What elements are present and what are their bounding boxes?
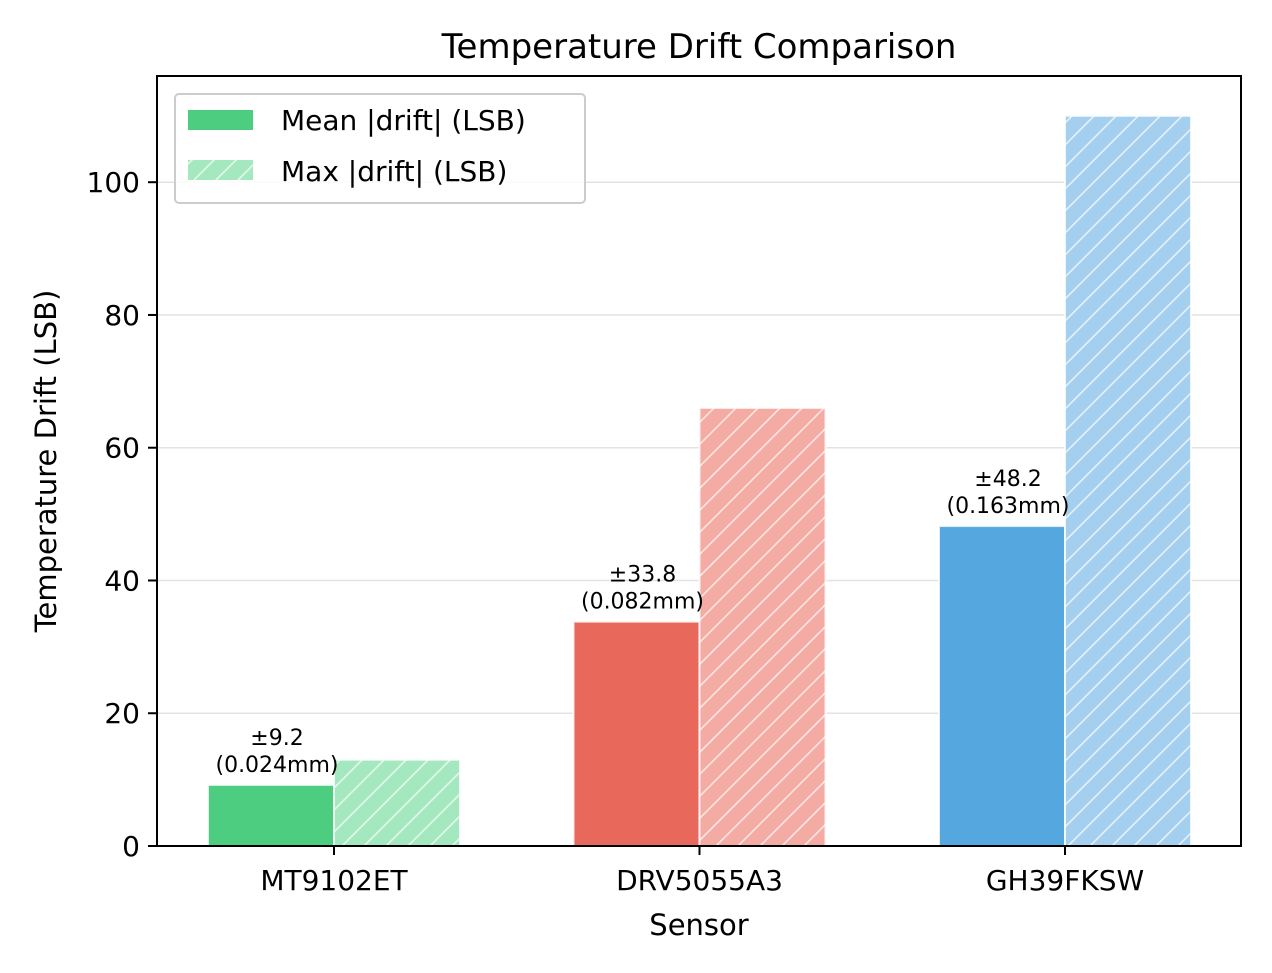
legend-label-max: Max |drift| (LSB) [281, 155, 507, 188]
y-tick-label: 0 [122, 830, 140, 863]
bar-annotation-mm: (0.024mm) [215, 753, 338, 778]
bars [207, 114, 1192, 848]
x-tick-label: DRV5055A3 [616, 864, 783, 897]
y-tick-label: 20 [104, 697, 140, 730]
bar-annotations: ±9.2(0.024mm) ±33.8(0.082mm) ±48.2(0.163mm… [215, 467, 1069, 778]
bar-max-hatch-mt9102et [334, 759, 460, 846]
y-axis-ticks: 0 20 40 60 80 100 [87, 166, 157, 863]
bar-annotation-value: ±48.2 [974, 467, 1041, 492]
x-tick-label: MT9102ET [260, 864, 408, 897]
legend-label-mean: Mean |drift| (LSB) [281, 104, 526, 137]
bar-mean-gh39fksw [938, 525, 1066, 847]
y-tick-label: 60 [104, 432, 140, 465]
bar-mean-mt9102et [207, 783, 335, 847]
legend-box [174, 93, 586, 204]
bar-annotation-value: ±9.2 [250, 726, 303, 751]
legend-swatch-mean [188, 110, 253, 130]
bar-annotation-value: ±33.8 [609, 563, 676, 588]
y-tick-label: 40 [104, 564, 140, 597]
bar-mean-drv5055a3 [572, 620, 701, 848]
legend-swatch-max-hatch [188, 160, 253, 180]
bar-max-hatch-gh39fksw [1065, 115, 1191, 847]
bar-annotation-mm: (0.082mm) [581, 590, 704, 615]
y-tick-label: 80 [104, 299, 140, 332]
chart-title: Temperature Drift Comparison [441, 27, 957, 67]
x-axis-label: Sensor [649, 908, 748, 942]
legend: Mean |drift| (LSB) Max |drift| (LSB) [174, 93, 586, 204]
x-tick-label: GH39FKSW [986, 864, 1144, 897]
x-axis-ticks: MT9102ET DRV5055A3 GH39FKSW [260, 846, 1144, 897]
bar-annotation-mm: (0.163mm) [946, 494, 1069, 519]
y-axis-label: Temperature Drift (LSB) [29, 290, 63, 634]
y-tick-label: 100 [87, 166, 140, 199]
bar-max-hatch-drv5055a3 [699, 407, 826, 846]
